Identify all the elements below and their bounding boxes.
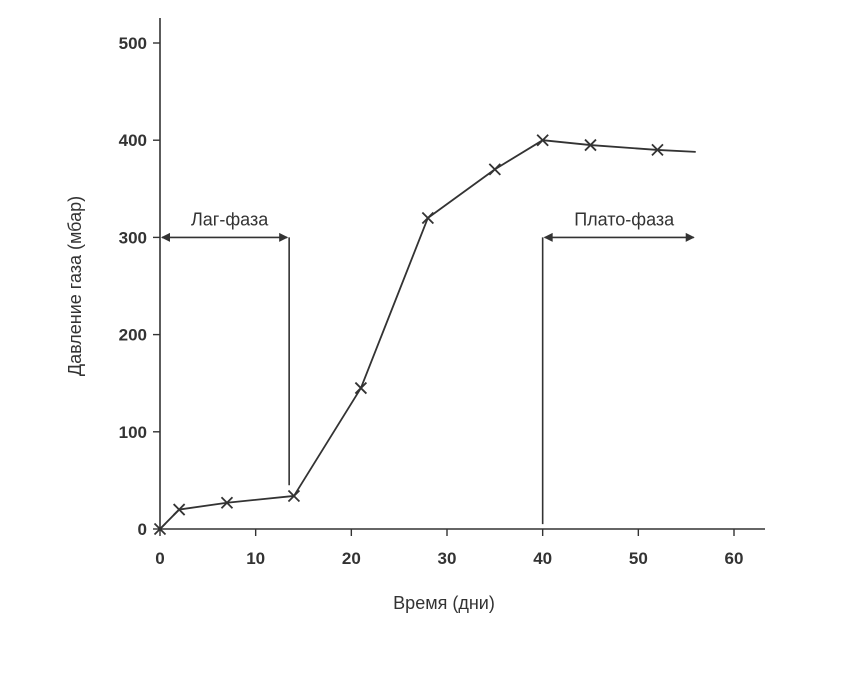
data-point-marker [354, 381, 368, 395]
x-tick-label: 30 [438, 549, 457, 568]
marker-stroke [220, 496, 234, 509]
marker-stroke [584, 138, 597, 152]
phase-arrowhead-right [279, 232, 289, 242]
marker-stroke [651, 143, 664, 157]
marker-stroke [536, 134, 549, 147]
marker-stroke [153, 522, 167, 536]
y-tick-label: 400 [119, 131, 147, 150]
marker-stroke [287, 489, 301, 503]
phase-arrowhead-right [685, 232, 695, 242]
series-line [159, 139, 696, 530]
x-axis-title: Время (дни) [393, 593, 495, 613]
marker-stroke [488, 163, 501, 176]
y-tick-label: 0 [138, 520, 147, 539]
data-point-marker [651, 143, 664, 157]
marker-stroke [354, 381, 368, 395]
data-point-marker [153, 522, 167, 536]
x-tick-label: 60 [725, 549, 744, 568]
data-point-marker [536, 134, 549, 147]
phase-label: Плато-фаза [574, 209, 675, 229]
data-point-marker [287, 489, 301, 503]
data-point-marker [488, 163, 501, 176]
x-tick-label: 40 [533, 549, 552, 568]
x-tick-label: 10 [246, 549, 265, 568]
data-point-marker [220, 496, 234, 509]
x-tick-label: 50 [629, 549, 648, 568]
data-point-marker [172, 503, 186, 516]
y-tick-label: 100 [119, 423, 147, 442]
phase-label: Лаг-фаза [191, 209, 269, 229]
y-tick-label: 500 [119, 34, 147, 53]
x-tick-label: 20 [342, 549, 361, 568]
y-tick-label: 300 [119, 228, 147, 247]
axes: 0 10 20 30 40 50 60 0 100 200 300 400 500 [119, 18, 765, 568]
marker-stroke [421, 211, 435, 225]
phase-annotations: Лаг-фаза Плато-фаза [161, 209, 695, 525]
x-tick-label: 0 [155, 549, 164, 568]
phase-arrowhead-left [543, 232, 553, 242]
y-axis-title: Давление газа (мбар) [65, 196, 85, 376]
data-point-marker [421, 211, 435, 225]
phase-arrowhead-left [161, 232, 170, 242]
data-point-marker [584, 138, 597, 152]
y-tick-label: 200 [119, 326, 147, 345]
marker-stroke [172, 503, 186, 516]
series-group [153, 134, 696, 536]
